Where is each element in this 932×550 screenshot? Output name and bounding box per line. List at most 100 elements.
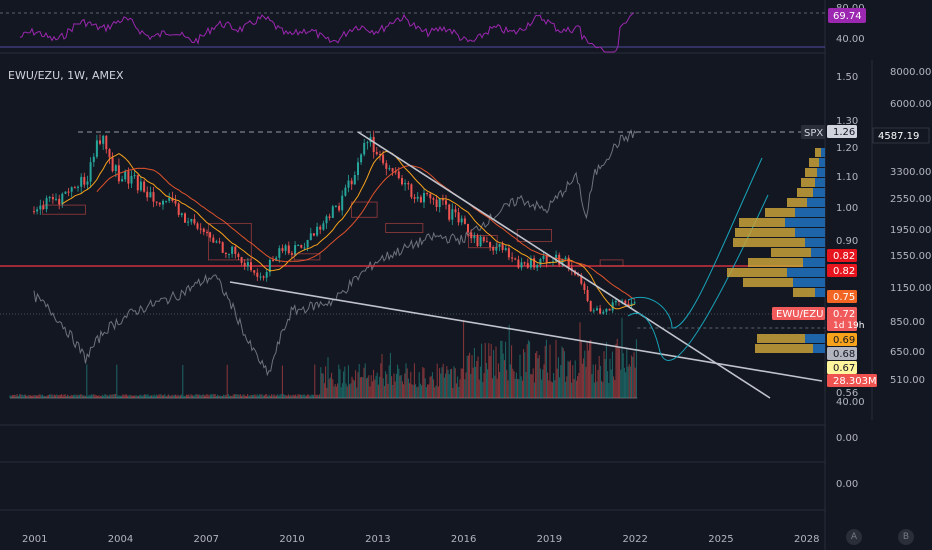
candle-body: [388, 168, 391, 170]
candle-body: [463, 218, 466, 224]
candle-body: [300, 245, 303, 248]
period-box: [350, 201, 378, 218]
symbol-title[interactable]: EWU/EZU, 1W, AMEX: [8, 69, 124, 82]
price-axis-tick-label: 1.20: [836, 143, 858, 154]
price-tag: [827, 290, 857, 303]
candle-body: [448, 204, 451, 220]
candle-body: [526, 263, 529, 268]
candle-body: [605, 308, 608, 312]
candle-body: [48, 197, 51, 199]
price-tag-label: 0.69: [833, 335, 855, 346]
price-tag-label: 28.303M: [833, 376, 877, 387]
rsi-value-label: 69.74: [833, 11, 862, 22]
candle-body: [67, 191, 70, 193]
lower-pane-tick-label: 0.00: [836, 479, 858, 490]
candle-body: [130, 176, 133, 184]
profile-down-bar: [748, 258, 803, 267]
profile-down-bar: [735, 228, 795, 237]
price-tag-label: 0.68: [833, 349, 855, 360]
profile-up-bar: [803, 258, 825, 267]
candle-body: [520, 262, 523, 268]
candle-body: [570, 267, 573, 271]
candle-body: [202, 228, 205, 232]
candle-body: [180, 213, 183, 215]
profile-up-bar: [821, 148, 825, 157]
candle-body: [215, 241, 218, 243]
candle-body: [633, 302, 636, 304]
candle-body: [322, 223, 325, 230]
candle-body: [586, 289, 589, 301]
candle-body: [404, 183, 407, 185]
spx-axis-tick-label: 1950.00: [890, 225, 931, 236]
candle-body: [382, 154, 385, 164]
candle-body: [184, 213, 186, 223]
candle-body: [602, 311, 605, 314]
candle-body: [542, 255, 545, 259]
candle-body: [237, 253, 240, 257]
candle-body: [316, 226, 319, 236]
candle-body: [265, 272, 268, 278]
profile-up-bar: [805, 238, 825, 247]
candle-body: [608, 308, 611, 311]
candle-body: [347, 180, 350, 188]
candle-body: [529, 258, 532, 268]
candle-body: [454, 209, 457, 213]
profile-up-bar: [817, 168, 825, 177]
scale-auto-button[interactable]: A: [846, 529, 862, 545]
profile-down-bar: [727, 268, 787, 277]
candle-body: [504, 248, 507, 250]
profile-down-bar: [801, 178, 815, 187]
price-tag: [827, 361, 857, 374]
profile-down-bar: [755, 344, 813, 353]
candle-body: [86, 181, 89, 185]
candle-body: [473, 235, 476, 239]
candle-body: [325, 216, 328, 224]
candle-body: [495, 246, 498, 251]
candle-body: [394, 171, 397, 173]
candle-body: [429, 193, 432, 199]
x-axis-tick-label: 2022: [622, 534, 647, 545]
scale-log-button[interactable]: B: [898, 529, 914, 545]
price-tag-label: 0.67: [833, 363, 855, 374]
period-box: [208, 222, 252, 261]
candle-body: [309, 233, 312, 240]
candle-body: [146, 191, 149, 198]
candle-body: [539, 259, 542, 265]
plot-background: [0, 0, 825, 550]
price-tag: [827, 333, 857, 346]
candle-body: [155, 201, 158, 203]
price-tag: [827, 264, 857, 277]
candle-body: [331, 206, 334, 218]
candle-body: [379, 154, 381, 156]
profile-down-bar: [787, 198, 807, 207]
candle-body: [58, 198, 61, 205]
profile-up-bar: [785, 218, 825, 227]
profile-down-bar: [733, 238, 805, 247]
candle-body: [517, 259, 520, 268]
candle-body: [583, 283, 586, 290]
candle-body: [334, 205, 337, 207]
profile-up-bar: [813, 344, 825, 353]
candle-body: [457, 212, 460, 223]
candle-body: [281, 248, 284, 251]
candle-body: [196, 223, 199, 229]
candle-body: [158, 202, 161, 205]
candle-body: [501, 244, 504, 250]
spx-axis-tick-label: 650.00: [890, 347, 925, 358]
candle-body: [250, 262, 252, 271]
candle-body: [627, 303, 630, 306]
x-axis-tick-label: 2019: [537, 534, 562, 545]
spx-axis-tick-label: 2550.00: [890, 194, 931, 205]
candle-body: [193, 219, 196, 224]
period-box: [468, 235, 498, 249]
candle-body: [624, 300, 627, 304]
candle-body: [460, 218, 463, 223]
candle-body: [536, 265, 539, 268]
x-axis-tick-label: 2010: [279, 534, 304, 545]
profile-down-bar: [805, 168, 817, 177]
candle-body: [489, 242, 492, 247]
candle-body: [341, 195, 344, 211]
candle-body: [385, 163, 388, 169]
